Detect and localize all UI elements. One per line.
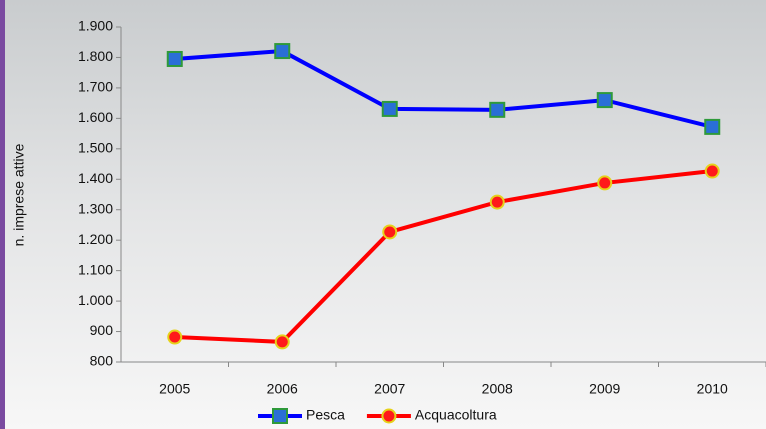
marker: [490, 103, 504, 117]
marker: [275, 44, 289, 58]
y-tick-label: 1.600: [78, 109, 113, 125]
y-tick-label: 1.100: [78, 261, 113, 277]
marker: [168, 331, 181, 344]
y-tick-label: 900: [90, 322, 114, 338]
x-tick-label: 2008: [482, 381, 513, 397]
x-tick-label: 2006: [267, 381, 298, 397]
marker: [383, 102, 397, 116]
chart: n. imprese attive 800 900 1.000 1.100 1.200 1…: [0, 0, 766, 429]
y-tick-label: 1.800: [78, 48, 113, 64]
marker: [491, 196, 504, 209]
marker: [598, 93, 612, 107]
marker: [705, 120, 719, 134]
marker: [598, 176, 611, 189]
y-tick-label: 1.300: [78, 200, 113, 216]
y-tick-label: 1.000: [78, 292, 113, 308]
y-tick-label: 1.200: [78, 231, 113, 247]
y-tick-label: 1.900: [78, 18, 113, 34]
background: [0, 0, 766, 429]
legend-marker: [382, 410, 395, 423]
y-tick-label: 1.500: [78, 140, 113, 156]
left-border: [0, 0, 5, 429]
legend-label: Acquacoltura: [415, 407, 497, 423]
x-tick-label: 2005: [159, 381, 190, 397]
y-tick-label: 800: [90, 353, 114, 369]
marker: [276, 335, 289, 348]
marker: [383, 225, 396, 238]
x-tick-label: 2009: [589, 381, 620, 397]
y-axis-label: n. imprese attive: [11, 143, 27, 246]
legend-marker: [273, 409, 287, 423]
x-tick-label: 2010: [697, 381, 728, 397]
marker: [706, 165, 719, 178]
legend-label: Pesca: [306, 407, 345, 423]
y-tick-label: 1.400: [78, 170, 113, 186]
marker: [168, 52, 182, 66]
x-tick-label: 2007: [374, 381, 405, 397]
y-tick-label: 1.700: [78, 79, 113, 95]
